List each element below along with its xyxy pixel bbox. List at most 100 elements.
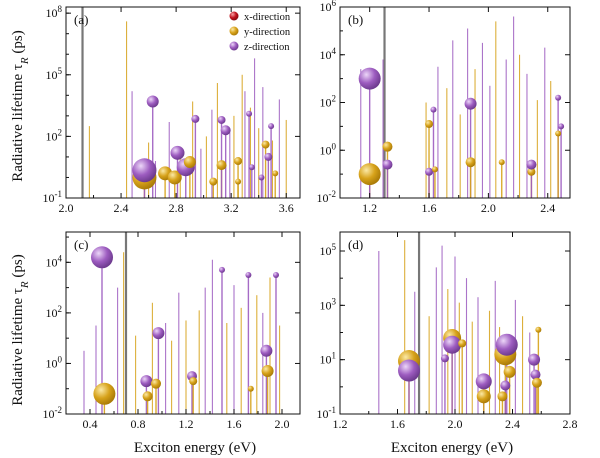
y-tick-label: 104 — [46, 253, 63, 269]
x-tick-label: 0.4 — [83, 417, 98, 431]
x-tick-label: 2.0 — [448, 417, 463, 431]
y-tick-label: 103 — [320, 296, 337, 312]
plot-area — [358, 7, 565, 198]
point-z — [528, 353, 541, 366]
x-tick-label: 0.8 — [131, 417, 146, 431]
point-y — [151, 378, 161, 389]
y-axis-label-top: Radiative lifetime τR (ps) — [10, 30, 31, 181]
y-tick-label: 104 — [320, 46, 337, 62]
point-z — [268, 123, 275, 130]
legend-item-x: x-direction — [229, 11, 291, 23]
point-z — [217, 115, 226, 124]
x-axis-label-right: Exciton energy (eV) — [391, 440, 513, 456]
point-y — [527, 167, 536, 176]
point-z — [526, 159, 537, 170]
x-tick-label: 3.6 — [279, 201, 294, 215]
y-tick-label: 106 — [320, 0, 337, 14]
point-z — [464, 97, 477, 110]
legend-item-y: y-direction — [229, 26, 291, 38]
point-z — [248, 164, 255, 171]
point-y — [209, 177, 218, 186]
y-tick-label: 10-2 — [43, 405, 63, 421]
point-y — [142, 391, 153, 402]
point-y — [93, 382, 116, 405]
point-z — [140, 375, 153, 388]
point-z — [260, 344, 273, 357]
point-z — [264, 152, 273, 161]
point-z — [500, 380, 511, 391]
point-y — [167, 170, 182, 185]
point-z — [358, 67, 381, 90]
point-z — [170, 145, 185, 160]
point-z — [475, 373, 492, 390]
legend: x-direction y-direction z-direction — [229, 11, 291, 53]
y-tick-label: 10-2 — [317, 189, 337, 205]
point-z — [258, 174, 265, 181]
point-z — [132, 158, 157, 183]
x-tick-label: 1.6 — [422, 201, 437, 215]
point-z — [219, 266, 225, 273]
point-y — [503, 365, 516, 378]
x-tick-label: 2.8 — [563, 417, 578, 431]
x-tick-label: 1.2 — [333, 417, 348, 431]
point-z — [245, 271, 252, 278]
point-y — [465, 157, 476, 168]
y-tick-label: 100 — [320, 141, 337, 157]
point-z — [398, 359, 420, 382]
legend-marker-z — [229, 41, 239, 51]
x-tick-label: 2.0 — [275, 417, 290, 431]
point-z — [555, 94, 562, 101]
point-z — [430, 106, 437, 113]
panel-b: 1.2 1.6 2.0 2.4 10-2 100 102 104 106 (b) — [317, 0, 571, 215]
x-tick-label: 3.2 — [224, 201, 239, 215]
plot-area — [81, 7, 287, 198]
x-tick-label: 1.2 — [362, 201, 377, 215]
point-y — [235, 178, 242, 185]
point-z — [425, 167, 434, 176]
point-y — [183, 156, 196, 169]
point-z — [152, 327, 165, 340]
point-y — [261, 365, 274, 378]
x-tick-label: 1.6 — [227, 417, 242, 431]
x-tick-label: 2.0 — [59, 201, 74, 215]
y-tick-label: 108 — [46, 4, 63, 20]
point-y — [234, 157, 243, 166]
point-z — [191, 114, 200, 123]
y-tick-label: 100 — [46, 354, 63, 370]
point-z — [558, 123, 565, 130]
point-y — [261, 140, 270, 149]
point-y — [531, 377, 542, 388]
legend-marker-y — [229, 26, 239, 36]
x-tick-label: 1.2 — [179, 417, 194, 431]
plot-frame — [65, 6, 301, 199]
point-y — [431, 166, 438, 173]
point-z — [382, 159, 393, 170]
plot-area — [378, 232, 542, 414]
legend-label-y: y-direction — [244, 27, 291, 38]
y-tick-label: 105 — [46, 66, 63, 82]
y-axis-label-bottom: Radiative lifetime τR (ps) — [10, 254, 31, 405]
point-z — [146, 95, 159, 108]
legend-label-x: x-direction — [244, 12, 291, 23]
x-tick-label: 2.4 — [114, 201, 129, 215]
plot-area — [83, 232, 281, 414]
panel-label: (c) — [74, 237, 88, 252]
x-axis-label-left: Exciton energy (eV) — [134, 440, 256, 456]
x-tick-label: 2.0 — [481, 201, 496, 215]
point-y — [358, 163, 381, 186]
point-z — [91, 246, 113, 269]
point-z — [220, 125, 231, 136]
panel-label: (a) — [74, 12, 88, 27]
point-z — [440, 354, 449, 363]
panel-c: 0.4 0.8 1.2 1.6 2.0 10-2 100 102 104 (c) — [43, 231, 301, 431]
point-y — [535, 326, 542, 333]
point-z — [273, 271, 279, 278]
point-y — [272, 170, 279, 177]
point-y — [189, 377, 198, 386]
plot-frame — [65, 231, 301, 415]
y-tick-label: 101 — [320, 351, 337, 367]
point-y — [425, 119, 434, 128]
